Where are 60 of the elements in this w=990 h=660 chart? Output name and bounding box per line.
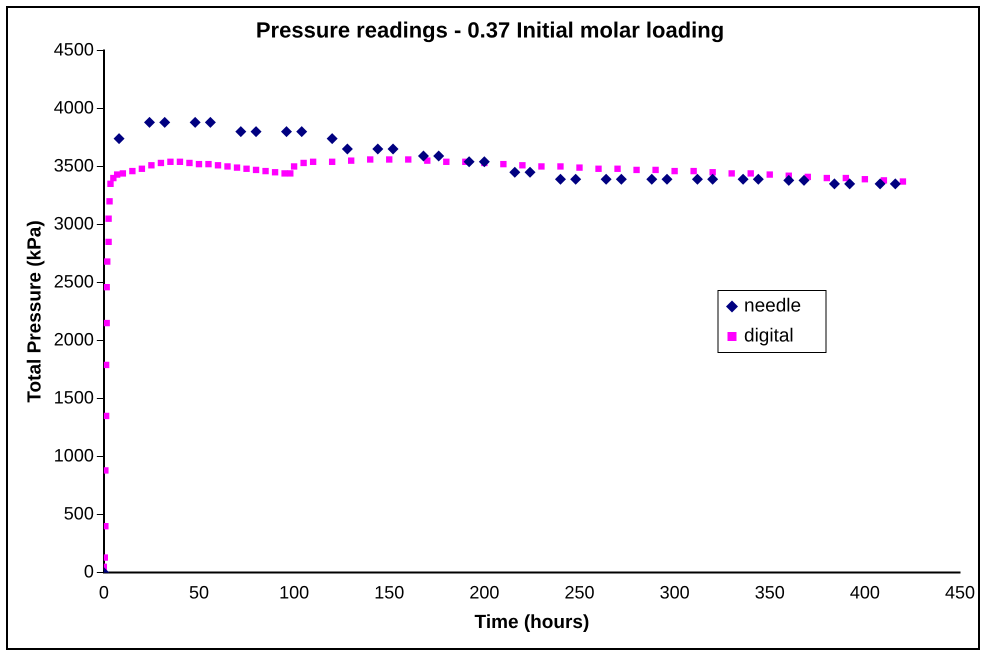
- x-tick-label: 400: [850, 582, 880, 602]
- x-tick-label: 100: [279, 582, 310, 602]
- y-tick-label: 3000: [54, 213, 94, 234]
- point: [783, 174, 794, 186]
- y-axis-title: Total Pressure (kPa): [24, 220, 46, 403]
- y-tick-label: 1500: [54, 388, 94, 408]
- point: [250, 126, 262, 138]
- point: [844, 178, 856, 190]
- point: [433, 150, 444, 162]
- point: [662, 174, 673, 185]
- point: [707, 174, 718, 185]
- point: [159, 116, 170, 128]
- x-axis-title: Time (hours): [474, 612, 590, 633]
- chart-title: Pressure readings - 0.37 Initial molar loading: [256, 17, 724, 42]
- point: [874, 178, 886, 190]
- x-tick-label: 150: [374, 582, 404, 602]
- point: [798, 174, 810, 186]
- point: [600, 174, 612, 185]
- point: [692, 174, 703, 185]
- point: [342, 144, 353, 155]
- point: [464, 156, 475, 168]
- point: [738, 174, 749, 185]
- x-tick-label: 200: [469, 582, 500, 602]
- point: [616, 174, 627, 185]
- legend-label: digital: [744, 326, 794, 347]
- point: [828, 178, 840, 190]
- point: [418, 150, 429, 162]
- y-tick-label: 4000: [54, 97, 94, 118]
- point: [190, 116, 201, 128]
- point: [235, 126, 246, 138]
- point: [570, 174, 582, 185]
- x-tick-label: 450: [944, 582, 976, 602]
- point: [524, 166, 536, 178]
- point: [296, 126, 308, 138]
- point: [372, 144, 384, 155]
- point: [114, 133, 125, 144]
- point: [280, 126, 292, 138]
- x-tick-label: 350: [754, 582, 785, 602]
- y-tick-label: 1000: [54, 446, 94, 466]
- point: [509, 166, 520, 178]
- y-tick-label: 2500: [54, 271, 94, 292]
- point: [554, 174, 566, 185]
- x-tick-label: 250: [564, 582, 595, 602]
- x-tick-label: 50: [188, 582, 209, 602]
- point: [388, 144, 399, 155]
- point: [646, 174, 658, 185]
- x-tick-label: 300: [660, 582, 690, 602]
- legend-label: needle: [744, 296, 802, 317]
- point: [144, 116, 156, 128]
- point: [478, 156, 490, 168]
- point: [752, 174, 764, 185]
- y-tick-label: 0: [84, 562, 94, 582]
- point: [890, 178, 901, 190]
- y-tick-label: 2000: [54, 329, 94, 350]
- y-tick-label: 500: [64, 504, 94, 524]
- y-tick-label: 3500: [54, 155, 94, 176]
- point: [326, 133, 338, 144]
- x-tick-label: 0: [98, 582, 109, 602]
- point: [204, 116, 216, 128]
- y-tick-label: 4500: [54, 39, 94, 60]
